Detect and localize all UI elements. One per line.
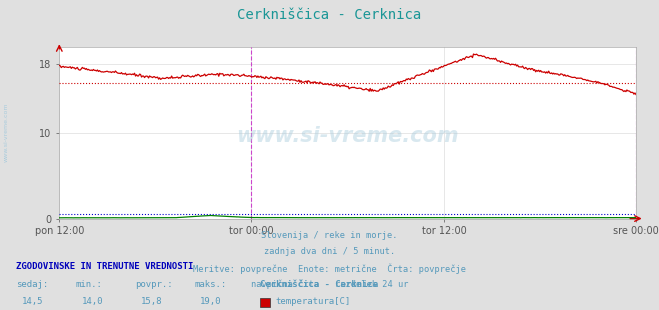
Text: www.si-vreme.com: www.si-vreme.com: [3, 103, 9, 162]
Text: maks.:: maks.:: [194, 280, 227, 289]
Text: zadnja dva dni / 5 minut.: zadnja dva dni / 5 minut.: [264, 247, 395, 256]
Text: sedaj:: sedaj:: [16, 280, 49, 289]
Text: Cerkniščica - Cerknica: Cerkniščica - Cerknica: [260, 280, 378, 289]
Text: Meritve: povprečne  Enote: metrične  Črta: povprečje: Meritve: povprečne Enote: metrične Črta:…: [193, 263, 466, 274]
Text: Cerkniščica - Cerknica: Cerkniščica - Cerknica: [237, 8, 422, 22]
Text: Slovenija / reke in morje.: Slovenija / reke in morje.: [261, 231, 398, 240]
Text: ZGODOVINSKE IN TRENUTNE VREDNOSTI: ZGODOVINSKE IN TRENUTNE VREDNOSTI: [16, 262, 194, 271]
Text: 19,0: 19,0: [200, 297, 221, 306]
Text: temperatura[C]: temperatura[C]: [275, 297, 351, 306]
Text: min.:: min.:: [76, 280, 103, 289]
Text: www.si-vreme.com: www.si-vreme.com: [237, 126, 459, 146]
Text: povpr.:: povpr.:: [135, 280, 173, 289]
Text: 15,8: 15,8: [141, 297, 162, 306]
Text: navpična črta - razdelek 24 ur: navpična črta - razdelek 24 ur: [251, 279, 408, 289]
Text: 14,0: 14,0: [82, 297, 103, 306]
Text: 14,5: 14,5: [22, 297, 43, 306]
